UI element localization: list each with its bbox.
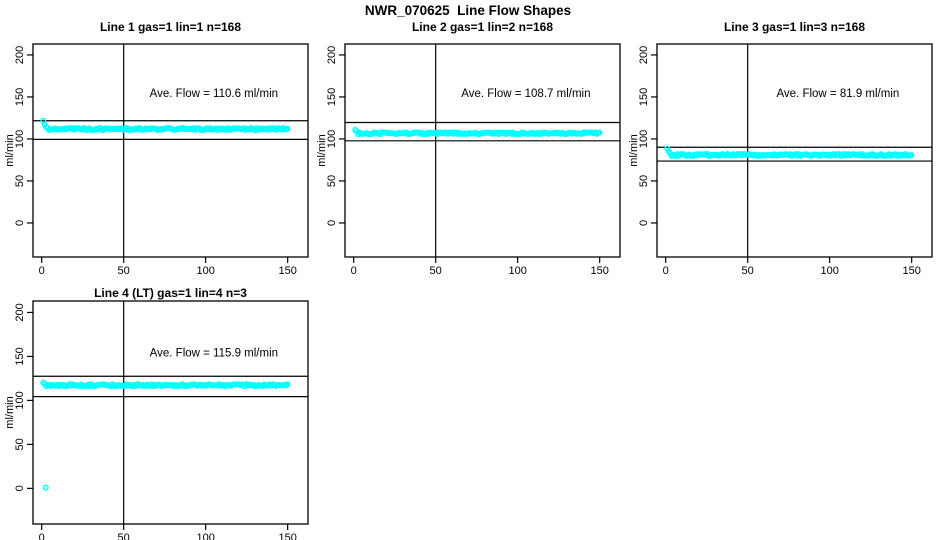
y-tick-label: 100 (14, 130, 26, 148)
panel-line1-title: Line 1 gas=1 lin=1 n=168 (99, 20, 242, 34)
y-tick-label: 150 (638, 88, 650, 106)
plot-box (344, 43, 621, 258)
y-tick-label: 200 (14, 303, 26, 321)
plot-box (32, 43, 309, 258)
line1-scatter-plot: 0 50 100 150 200 0 50 100 150 ml/min Ave. Flow = 1… (4, 43, 309, 277)
y-axis-label: ml/min (4, 134, 16, 166)
x-tick-label: 100 (820, 265, 838, 277)
panel-line1: Line 1 gas=1 lin=1 n=168 0 50 100 150 200 0 50… (0, 16, 316, 280)
panel-line4: Line 4 (LT) gas=1 lin=4 n=3 0 50 100 150 200… (0, 286, 316, 540)
x-tick-label: 100 (196, 532, 214, 540)
line2-scatter-plot: 0 50 100 150 200 0 50 100 150 ml/min Ave. Flow = 1… (316, 43, 621, 277)
y-tick-label: 100 (326, 130, 338, 148)
y-axis-label: ml/min (628, 134, 640, 166)
x-tick-label: 150 (590, 265, 608, 277)
y-tick-label: 50 (14, 438, 26, 450)
flow-data-point (908, 151, 915, 158)
y-tick-label: 100 (638, 130, 650, 148)
y-tick-label: 50 (14, 175, 26, 187)
x-tick-label: 0 (663, 265, 669, 277)
y-tick-label: 0 (14, 485, 26, 491)
y-axis-label: ml/min (4, 396, 16, 428)
panel-line3-title: Line 3 gas=1 lin=3 n=168 (723, 20, 866, 34)
y-tick-label: 0 (326, 220, 338, 226)
y-tick-label: 50 (326, 175, 338, 187)
y-axis-label: ml/min (316, 134, 328, 166)
x-tick-label: 0 (351, 265, 357, 277)
y-tick-label: 200 (638, 46, 650, 64)
flow-data-point (284, 381, 291, 388)
avg-flow-annotation: Ave. Flow = 81.9 ml/min (776, 88, 899, 100)
x-tick-label: 50 (742, 265, 754, 277)
flow-data-point (596, 129, 603, 136)
x-tick-label: 100 (508, 265, 526, 277)
plot-box (32, 300, 309, 525)
line4-scatter-plot: 0 50 100 150 200 0 50 100 150 ml/min Ave. Flow = 1… (4, 300, 309, 540)
flow-data-point (284, 125, 291, 132)
flow-data-point (42, 484, 49, 491)
panel-line2: Line 2 gas=1 lin=2 n=168 0 50 100 150 200 0 50… (312, 16, 628, 280)
y-tick-label: 0 (638, 220, 650, 226)
panel-line3: Line 3 gas=1 lin=3 n=168 0 50 100 150 200 0 50… (624, 16, 936, 280)
line3-scatter-plot: 0 50 100 150 200 0 50 100 150 ml/min Ave. Flow = 8… (628, 43, 933, 277)
x-tick-label: 150 (278, 532, 296, 540)
x-tick-label: 150 (278, 265, 296, 277)
avg-flow-annotation: Ave. Flow = 115.9 ml/min (150, 347, 278, 359)
figure-title: NWR_070625 Line Flow Shapes (364, 3, 572, 18)
avg-flow-annotation: Ave. Flow = 108.7 ml/min (461, 88, 590, 100)
x-tick-label: 50 (118, 532, 130, 540)
x-tick-label: 50 (118, 265, 130, 277)
y-tick-label: 150 (14, 347, 26, 365)
x-tick-label: 0 (39, 532, 45, 540)
y-tick-label: 200 (326, 46, 338, 64)
y-tick-label: 0 (14, 220, 26, 226)
x-tick-label: 150 (902, 265, 920, 277)
x-tick-label: 0 (39, 265, 45, 277)
plot-box (656, 43, 933, 258)
avg-flow-annotation: Ave. Flow = 110.6 ml/min (150, 88, 278, 100)
panel-line2-title: Line 2 gas=1 lin=2 n=168 (411, 20, 554, 34)
y-tick-label: 50 (638, 175, 650, 187)
y-tick-label: 150 (326, 88, 338, 106)
x-tick-label: 50 (430, 265, 442, 277)
y-tick-label: 100 (14, 391, 26, 409)
y-tick-label: 150 (14, 88, 26, 106)
y-tick-label: 200 (14, 46, 26, 64)
x-tick-label: 100 (196, 265, 214, 277)
panel-line4-title: Line 4 (LT) gas=1 lin=4 n=3 (94, 286, 247, 300)
